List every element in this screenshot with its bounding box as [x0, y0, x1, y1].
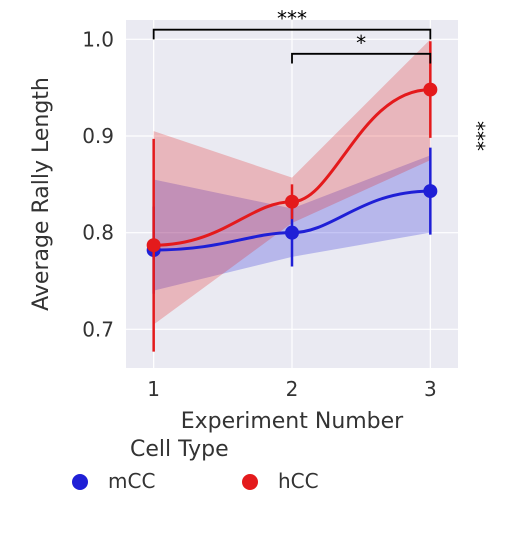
data-point [423, 83, 437, 97]
side-significance-label: *** [465, 121, 489, 151]
x-tick-label: 3 [424, 377, 437, 401]
legend-marker [242, 474, 258, 490]
x-tick-label: 1 [147, 377, 160, 401]
data-point [285, 195, 299, 209]
data-point [423, 184, 437, 198]
significance-label: * [356, 31, 366, 55]
legend-marker [72, 474, 88, 490]
chart-svg: *******1230.70.80.91.0Experiment NumberA… [0, 0, 518, 552]
significance-label: *** [277, 7, 307, 31]
chart-container: *******1230.70.80.91.0Experiment NumberA… [0, 0, 518, 552]
x-axis-label: Experiment Number [181, 409, 404, 434]
legend-label: mCC [108, 469, 155, 493]
y-tick-label: 0.8 [82, 221, 114, 245]
y-tick-label: 0.9 [82, 124, 114, 148]
data-point [147, 238, 161, 252]
legend-title: Cell Type [130, 437, 229, 462]
legend-label: hCC [278, 469, 319, 493]
x-tick-label: 2 [286, 377, 299, 401]
y-axis-label: Average Rally Length [29, 77, 54, 311]
y-tick-label: 0.7 [82, 317, 114, 341]
data-point [285, 226, 299, 240]
y-tick-label: 1.0 [82, 27, 114, 51]
